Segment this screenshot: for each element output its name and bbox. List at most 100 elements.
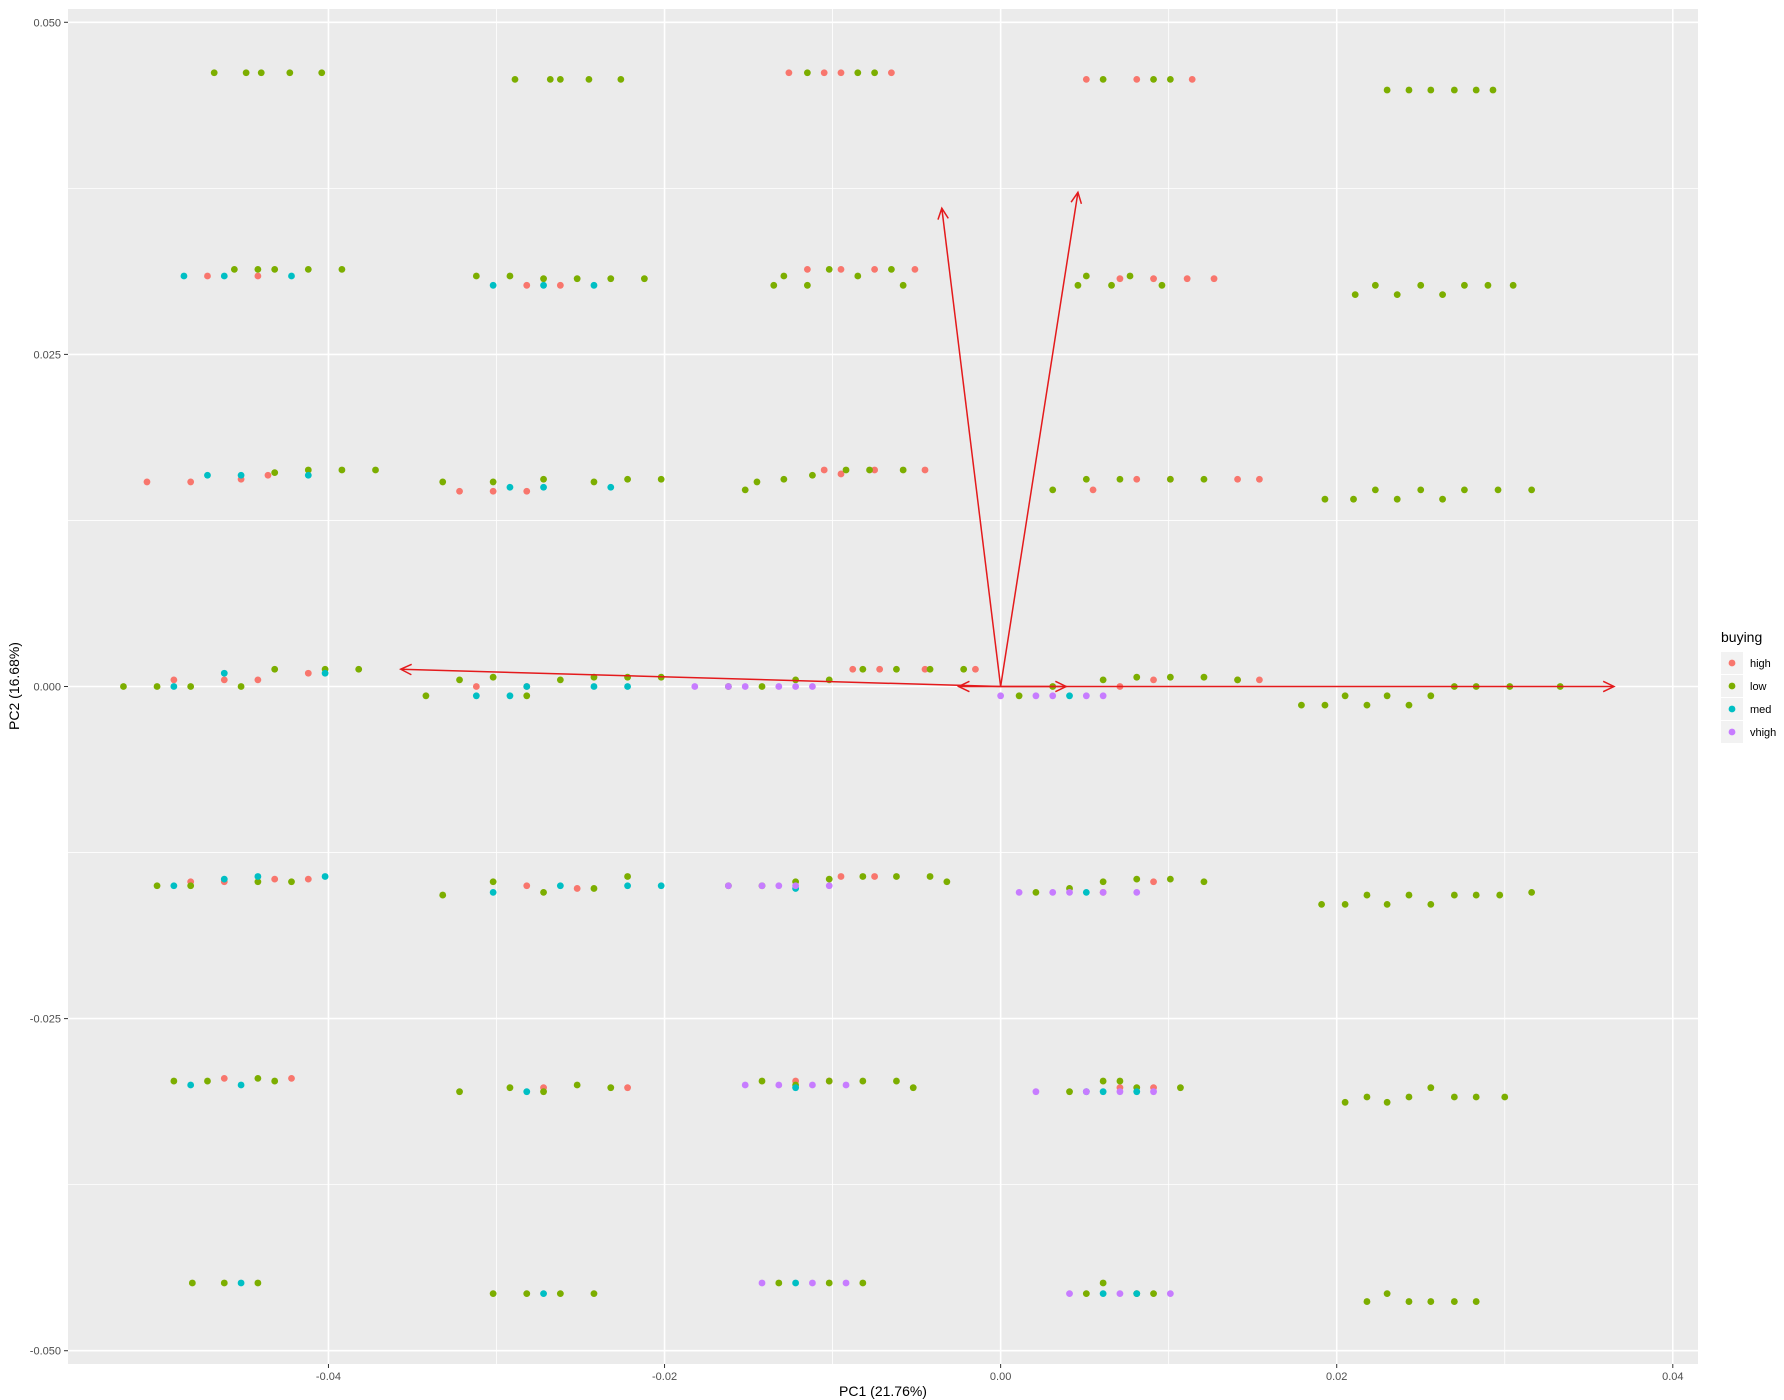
point-low — [439, 891, 447, 899]
scatter-points — [120, 69, 1564, 1305]
x-axis-title: PC1 (21.76%) — [839, 1383, 927, 1399]
point-high — [1256, 475, 1263, 483]
point-low — [1450, 1298, 1458, 1305]
point-low — [803, 69, 811, 77]
point-med — [1099, 1088, 1107, 1096]
point-high — [921, 466, 929, 474]
point-low — [511, 76, 519, 83]
point-high — [1116, 275, 1124, 283]
point-high — [143, 478, 151, 486]
point-vhigh — [775, 882, 783, 890]
point-vhigh — [792, 882, 800, 890]
point-low — [1417, 486, 1425, 494]
point-vhigh — [1150, 1088, 1157, 1096]
point-high — [972, 665, 979, 673]
point-high — [523, 487, 531, 495]
point-low — [825, 1279, 833, 1287]
point-med — [237, 471, 245, 479]
point-low — [1015, 692, 1023, 700]
point-med — [288, 272, 295, 280]
point-low — [271, 265, 279, 273]
point-high — [888, 69, 895, 77]
point-low — [1166, 76, 1174, 83]
point-low — [372, 466, 379, 474]
point-vhigh — [1049, 889, 1057, 896]
loading-arrow-head — [1070, 190, 1083, 205]
point-low — [254, 1074, 262, 1082]
point-low — [1417, 281, 1425, 289]
point-low — [859, 1077, 867, 1085]
point-vhigh — [775, 683, 783, 690]
point-high — [523, 281, 531, 289]
point-low — [1099, 76, 1107, 83]
point-low — [1082, 1290, 1090, 1297]
point-low — [1528, 889, 1536, 896]
point-med — [1066, 692, 1073, 700]
point-high — [472, 683, 480, 690]
point-vhigh — [997, 692, 1005, 700]
point-low — [523, 1290, 531, 1297]
point-med — [792, 1279, 800, 1287]
point-low — [304, 265, 312, 273]
legend-label-med: med — [1750, 704, 1771, 716]
point-low — [422, 692, 430, 700]
point-low — [1350, 495, 1357, 503]
legend-swatch-low — [1728, 682, 1736, 690]
point-vhigh — [1032, 692, 1040, 700]
point-med — [220, 875, 228, 883]
point-low — [780, 272, 788, 280]
point-vhigh — [1049, 692, 1057, 700]
x-tick-label: 0.04 — [1662, 1371, 1683, 1383]
point-vhigh — [1099, 692, 1107, 700]
point-high — [254, 676, 262, 684]
point-vhigh — [842, 1279, 850, 1287]
point-low — [617, 76, 625, 83]
point-low — [1450, 86, 1458, 94]
point-low — [288, 878, 295, 886]
point-med — [657, 882, 665, 890]
point-low — [854, 69, 862, 77]
point-med — [540, 1290, 547, 1297]
point-low — [540, 275, 547, 283]
point-med — [170, 683, 178, 690]
point-low — [1472, 891, 1480, 899]
point-low — [1363, 1093, 1371, 1101]
point-low — [1126, 272, 1134, 280]
point-low — [230, 265, 238, 273]
point-low — [1133, 875, 1141, 883]
loading-arrow-head — [937, 206, 949, 220]
point-low — [1371, 281, 1379, 289]
point-med — [523, 683, 531, 690]
point-vhigh — [1116, 1290, 1124, 1297]
point-high — [624, 1084, 631, 1092]
point-low — [254, 265, 262, 273]
point-low — [456, 676, 463, 684]
legend-label-low: low — [1750, 681, 1767, 693]
point-high — [871, 466, 878, 474]
point-low — [254, 1279, 262, 1287]
point-low — [624, 873, 631, 880]
point-low — [1133, 673, 1141, 681]
point-low — [556, 1290, 564, 1297]
point-high — [849, 665, 857, 673]
point-low — [523, 692, 531, 700]
point-med — [523, 1088, 531, 1096]
point-low — [607, 1084, 615, 1092]
legend-title: buying — [1721, 629, 1762, 645]
point-high — [837, 69, 845, 77]
point-high — [271, 875, 279, 883]
point-low — [1383, 86, 1391, 94]
point-low — [257, 69, 265, 77]
point-vhigh — [1099, 889, 1107, 896]
point-low — [859, 1279, 867, 1287]
point-low — [1439, 495, 1446, 503]
point-low — [1496, 891, 1504, 899]
point-low — [271, 1077, 279, 1085]
point-low — [1200, 475, 1208, 483]
point-low — [590, 478, 598, 486]
point-med — [540, 281, 547, 289]
point-low — [640, 275, 648, 283]
point-high — [803, 265, 811, 273]
point-low — [590, 885, 598, 892]
point-high — [1133, 475, 1141, 483]
